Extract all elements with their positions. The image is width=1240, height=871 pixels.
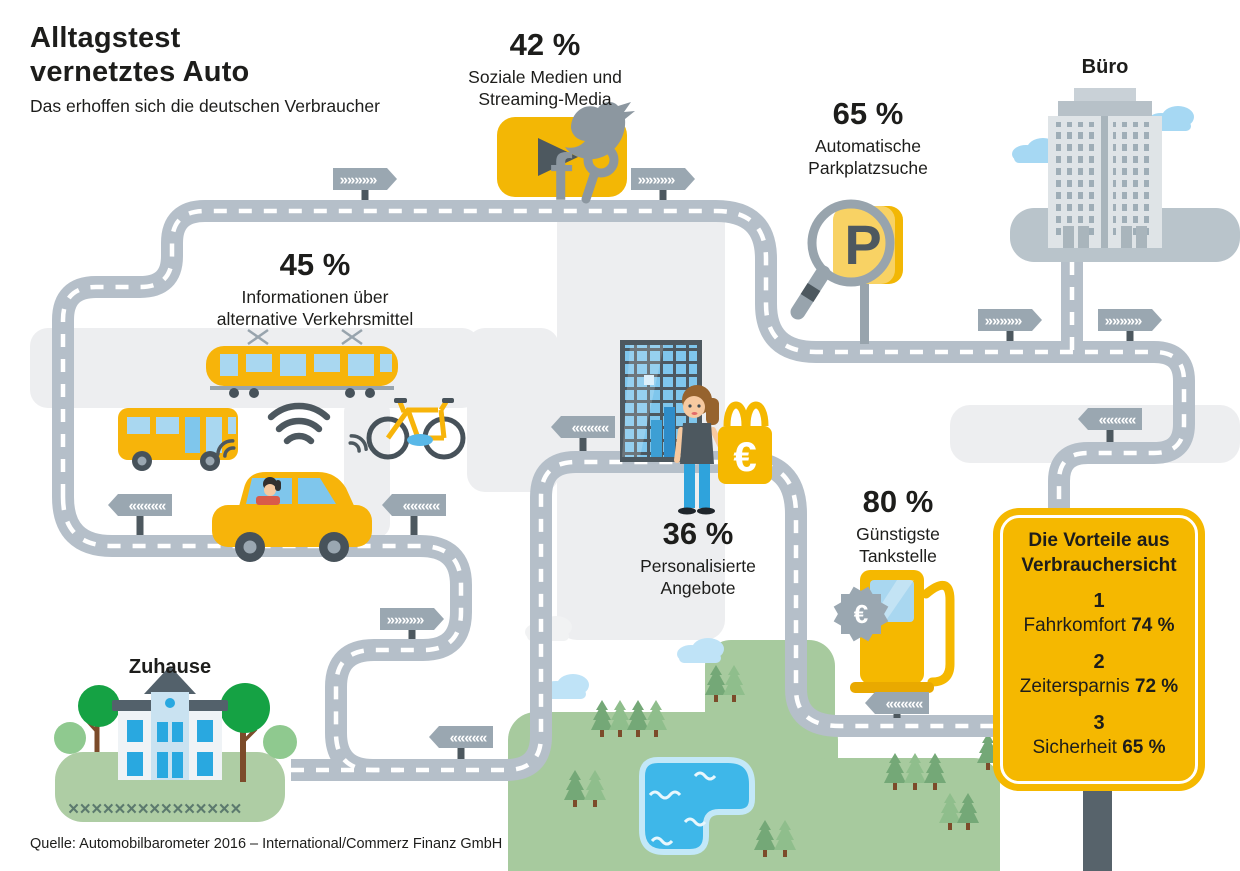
parking-search-icon: P (790, 199, 903, 344)
svg-text:»»»»»: »»»»» (638, 172, 675, 189)
benefits-sign: Die Vorteile aus Verbrauchersicht 1 Fahr… (993, 508, 1205, 791)
chevron-sign-right-icon: »»»»» (380, 608, 444, 639)
stat-value: 80 % (862, 484, 934, 519)
svg-text:»»»»»: »»»»» (387, 612, 424, 629)
svg-text:»»»»»: »»»»» (1105, 313, 1142, 330)
connected-car-icon (212, 402, 372, 562)
benefit-item: 3 Sicherheit 65 % (993, 710, 1205, 761)
stat-value: 65 % (832, 96, 904, 131)
svg-text:«««««: ««««« (129, 498, 166, 515)
page-title: Alltagstest vernetztes Auto (30, 22, 250, 88)
signal-icon (348, 434, 368, 453)
benefit-label: Sicherheit (1032, 736, 1117, 758)
tree-icon (78, 685, 120, 727)
svg-text:»»»»»: »»»»» (985, 313, 1022, 330)
stat-label: Günstigste Tankstelle (856, 524, 940, 567)
pantograph-icon (247, 328, 363, 346)
play-icon (538, 138, 578, 176)
chevron-sign-right-icon: »»»»» (978, 309, 1042, 341)
bus-icon (118, 408, 238, 471)
stat-alt-transport: 45 % Informationen über alternative Verk… (160, 247, 470, 330)
signposts: »»»»» »»»»» »»»»» »»»»» »»»»» ««««« ««««… (108, 168, 1162, 759)
shopping-scene: € (620, 340, 772, 515)
benefits-title: Die Vorteile aus Verbrauchersicht (1021, 530, 1177, 576)
benefit-label: Fahrkomfort (1023, 615, 1126, 637)
benefit-item: 2 Zeitersparnis 72 % (993, 649, 1205, 700)
bicycle-icon (366, 398, 466, 460)
stat-social-media: 42 % Soziale Medien und Streaming-Media (415, 27, 675, 110)
stat-label: Personalisierte Angebote (640, 556, 756, 599)
stat-value: 36 % (662, 516, 734, 551)
stat-label: Automatische Parkplatzsuche (808, 136, 928, 179)
benefits-sign-pole (1083, 786, 1112, 871)
stat-label: Informationen über alternative Verkehrsm… (216, 287, 414, 330)
magnifier-icon (790, 199, 895, 320)
svg-text:«««««: ««««« (572, 420, 609, 437)
office-label: Büro (1081, 56, 1129, 78)
stat-fuel-station: 80 % Günstigste Tankstelle (793, 484, 1003, 567)
title-block: Alltagstest vernetztes Auto Das erhoffen… (30, 22, 380, 117)
office-building-icon (1012, 88, 1194, 248)
benefit-rank: 1 (1093, 590, 1105, 613)
chevron-sign-right-icon: »»»»» (1098, 309, 1162, 341)
house-windows (127, 720, 213, 778)
benefit-value: 65 % (1122, 736, 1166, 758)
svg-text:»»»»»: »»»»» (340, 172, 377, 189)
benefits-sign-border (1000, 515, 1198, 784)
benefit-value: 74 % (1131, 615, 1175, 637)
euro-glyph: € (854, 599, 868, 629)
home-house-icon: ××××××××××××××× (54, 666, 297, 820)
stat-parking: 65 % Automatische Parkplatzsuche (758, 96, 978, 179)
svg-text:«««««: ««««« (450, 730, 487, 747)
tram-icon (206, 328, 398, 398)
home-lawn (55, 752, 285, 822)
signal-icon (216, 439, 236, 458)
chevron-sign-right-icon: »»»»» (631, 168, 695, 200)
tree-icon (54, 722, 86, 754)
chevron-sign-left-icon: ««««« (551, 416, 615, 451)
source-note: Quelle: Automobilbarometer 2016 – Intern… (30, 836, 503, 852)
wifi-icon (267, 402, 331, 445)
fence-icon: ××××××××××××××× (68, 799, 242, 820)
svg-text:«««««: ««««« (886, 696, 923, 713)
benefit-rank: 3 (1093, 711, 1105, 734)
driver-icon (256, 477, 281, 505)
benefit-value: 72 % (1134, 676, 1179, 698)
twitter-icon (565, 102, 635, 160)
stat-value: 45 % (279, 247, 351, 282)
benefit-label: Zeitersparnis (1019, 676, 1130, 698)
home-label: Zuhause (128, 656, 212, 678)
chevron-sign-left-icon: ««««« (865, 692, 929, 718)
stat-personal-offers: 36 % Personalisierte Angebote (593, 516, 803, 599)
chevron-sign-left-icon: ««««« (382, 494, 446, 535)
chevron-sign-left-icon: ««««« (429, 726, 493, 759)
facebook-icon: f (550, 140, 573, 214)
tree-icon (263, 725, 297, 759)
chevron-sign-right-icon: »»»»» (333, 168, 397, 200)
page-subtitle: Das erhoffen sich die deutschen Verbrauc… (30, 96, 380, 117)
lake (639, 757, 755, 855)
euro-shopping-bag-icon: € (718, 401, 772, 484)
svg-text:«««««: ««««« (1099, 412, 1136, 429)
cloud-icon (677, 638, 724, 663)
chevron-sign-left-icon: ««««« (1078, 408, 1142, 442)
stat-value: 42 % (509, 27, 581, 62)
park-area (55, 616, 1000, 871)
svg-text:«««««: ««««« (403, 498, 440, 515)
euro-glyph: € (733, 433, 756, 480)
euro-badge-icon: € (833, 586, 889, 642)
tree-icon (220, 683, 270, 733)
chevron-sign-left-icon: ««««« (108, 494, 172, 535)
benefit-item: 1 Fahrkomfort 74 % (993, 588, 1205, 639)
wave-icon (648, 771, 717, 846)
fuel-pump-icon: € (833, 570, 955, 693)
stat-label: Soziale Medien und Streaming-Media (468, 67, 622, 110)
woman-icon (674, 385, 726, 515)
social-media-icons: f (497, 102, 635, 214)
benefit-rank: 2 (1093, 651, 1105, 674)
parking-p-glyph: P (844, 213, 881, 276)
pinterest-icon (581, 142, 619, 204)
